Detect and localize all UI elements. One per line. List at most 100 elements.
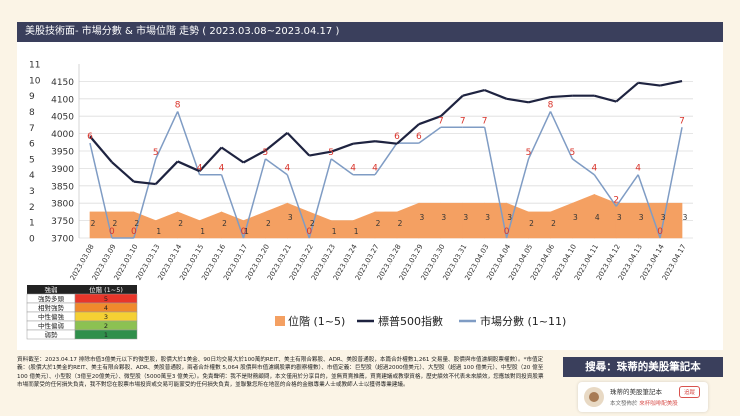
rank-value-label: 3 (288, 213, 293, 222)
strength-table-header-cell (75, 285, 137, 294)
score-line-segment (637, 174, 661, 239)
sp500-line-segment (286, 132, 311, 157)
y-tick-label: 3700 (51, 235, 74, 245)
sp500-line-segment (374, 140, 398, 145)
score-line-segment (133, 158, 157, 239)
sp500-line-segment (133, 180, 156, 186)
rank-value-label: 2 (91, 219, 96, 228)
follow-button[interactable]: 追蹤 (678, 386, 700, 398)
score-value-label: 2 (613, 195, 619, 205)
score-line-segment (659, 127, 683, 239)
y-tick-label: 3900 (51, 165, 74, 175)
score-value-label: 7 (460, 116, 466, 126)
sp500-line-segment (309, 150, 332, 157)
score-tick-label: 10 (29, 76, 41, 86)
sp500-line-segment (198, 146, 223, 172)
rank-value-label: 1 (200, 227, 205, 236)
legend-label-score: 市場分數 (1~11) (480, 314, 566, 328)
label-layer: 2 2 2 1 2 1 2 1 2 3 2 1 1 2 2 3 3 3 3 3 2 2 3 4 3 3 3 3 6 0 0 5 8 4 4 0 5 4 0 5… (87, 100, 688, 237)
score-value-label: 5 (263, 148, 269, 158)
rank-value-label: 2 (310, 219, 315, 228)
strength-row-value: 3 (104, 313, 108, 321)
published-note: 本文發佈於 來杯咖啡配美股 (610, 399, 678, 407)
rank-value-label: 2 (222, 219, 227, 228)
rank-value-label: 3 (463, 213, 468, 222)
score-line-segment (286, 174, 310, 239)
y-tick-label: 3800 (51, 200, 74, 210)
score-line-segment (593, 174, 617, 207)
score-value-label: 0 (504, 227, 510, 237)
strength-table: 強弱 位階 (1~5) 強勢多頭 5 相對強勢 4 中性偏強 3 中性偏弱 2 弱勢 1 (26, 285, 138, 340)
score-value-label: 0 (306, 227, 312, 237)
rank-value-label: 1 (332, 227, 337, 236)
sp500-line-segment (506, 97, 529, 104)
strength-row-value: 5 (104, 295, 108, 303)
score-tick-label: 5 (29, 155, 35, 165)
sp500-line-segment (440, 94, 464, 118)
score-value-label: 7 (482, 116, 488, 126)
y-tick-label: 3850 (51, 182, 74, 192)
score-value-label: 4 (350, 164, 356, 174)
score-line-segment (615, 174, 639, 207)
score-value-label: 4 (284, 164, 290, 174)
score-value-label: 5 (526, 148, 532, 158)
score-line-segment (527, 111, 552, 160)
score-value-label: 6 (394, 132, 400, 142)
sp500-line-segment (330, 142, 354, 153)
rank-value-label: 2 (178, 219, 183, 228)
rank-value-label: 3 (441, 213, 446, 222)
rank-value-label: 2 (376, 219, 381, 228)
y-tick-label: 4150 (51, 78, 74, 88)
score-value-label: 4 (635, 164, 641, 174)
sp500-line-segment (594, 94, 617, 103)
score-value-label: 5 (328, 148, 334, 158)
sp500-line-segment (396, 123, 420, 145)
rank-value-label: 1 (354, 227, 359, 236)
strength-row-label: 中性偏弱 (38, 321, 64, 330)
rank-value-label: 3 (683, 213, 688, 222)
rank-value-label: 2 (398, 219, 403, 228)
rank-value-label: 3 (420, 213, 425, 222)
score-line-segment (571, 158, 595, 176)
published-link[interactable]: 來杯咖啡配美股 (639, 401, 678, 407)
score-tick-label: 0 (29, 235, 35, 245)
score-line-segment (374, 142, 398, 176)
y-tick-label: 4050 (51, 113, 74, 123)
sp500-line-segment (528, 95, 551, 104)
y-tick-label: 4100 (51, 95, 74, 105)
rank-value-label: 2 (551, 219, 556, 228)
score-tick-label: 2 (29, 203, 35, 213)
strength-table-header: 強弱 (45, 286, 58, 294)
score-line-segment (549, 111, 574, 160)
x-tick-label: 2023.04.17 (661, 243, 688, 282)
score-value-label: 0 (131, 227, 137, 237)
rank-value-label: 3 (507, 213, 512, 222)
score-tick-label: 11 (29, 61, 40, 71)
sp500-line-segment (462, 89, 485, 97)
sp500-line-segment (220, 146, 245, 164)
rank-value-label: 3 (573, 213, 578, 222)
strength-row-label: 相對強勢 (38, 303, 65, 312)
footer-note: 資料截至：2023.04.17 排除市值3億美元以下的微型股，股價大於1美金、9… (17, 357, 544, 389)
author-card[interactable]: 珠蒂的美股筆記本 追蹤 本文發佈於 來杯咖啡配美股 (578, 382, 708, 412)
strength-row-label: 弱勢 (45, 330, 59, 339)
score-line-segment (264, 158, 288, 176)
search-label: 搜尋：珠蒂的美股筆記本 (563, 357, 723, 377)
strength-table-header: 位階 (1~5) (89, 285, 123, 294)
score-value-label: 5 (153, 148, 159, 158)
score-value-label: 7 (438, 116, 444, 126)
rank-value-label: 3 (639, 213, 644, 222)
rank-value-label: 2 (266, 219, 271, 228)
score-value-label: 0 (109, 227, 115, 237)
strength-row-value: 4 (104, 304, 108, 312)
score-line-segment (155, 111, 179, 160)
rank-value-label: 3 (661, 213, 666, 222)
author-name: 珠蒂的美股筆記本 (610, 388, 662, 396)
score-tick-label: 3 (29, 187, 35, 197)
score-value-label: 4 (372, 164, 378, 174)
score-line-segment (242, 158, 267, 239)
score-line-segment (483, 127, 508, 239)
sp500-line-segment (264, 132, 289, 152)
strength-row-label: 強勢多頭 (38, 294, 65, 303)
